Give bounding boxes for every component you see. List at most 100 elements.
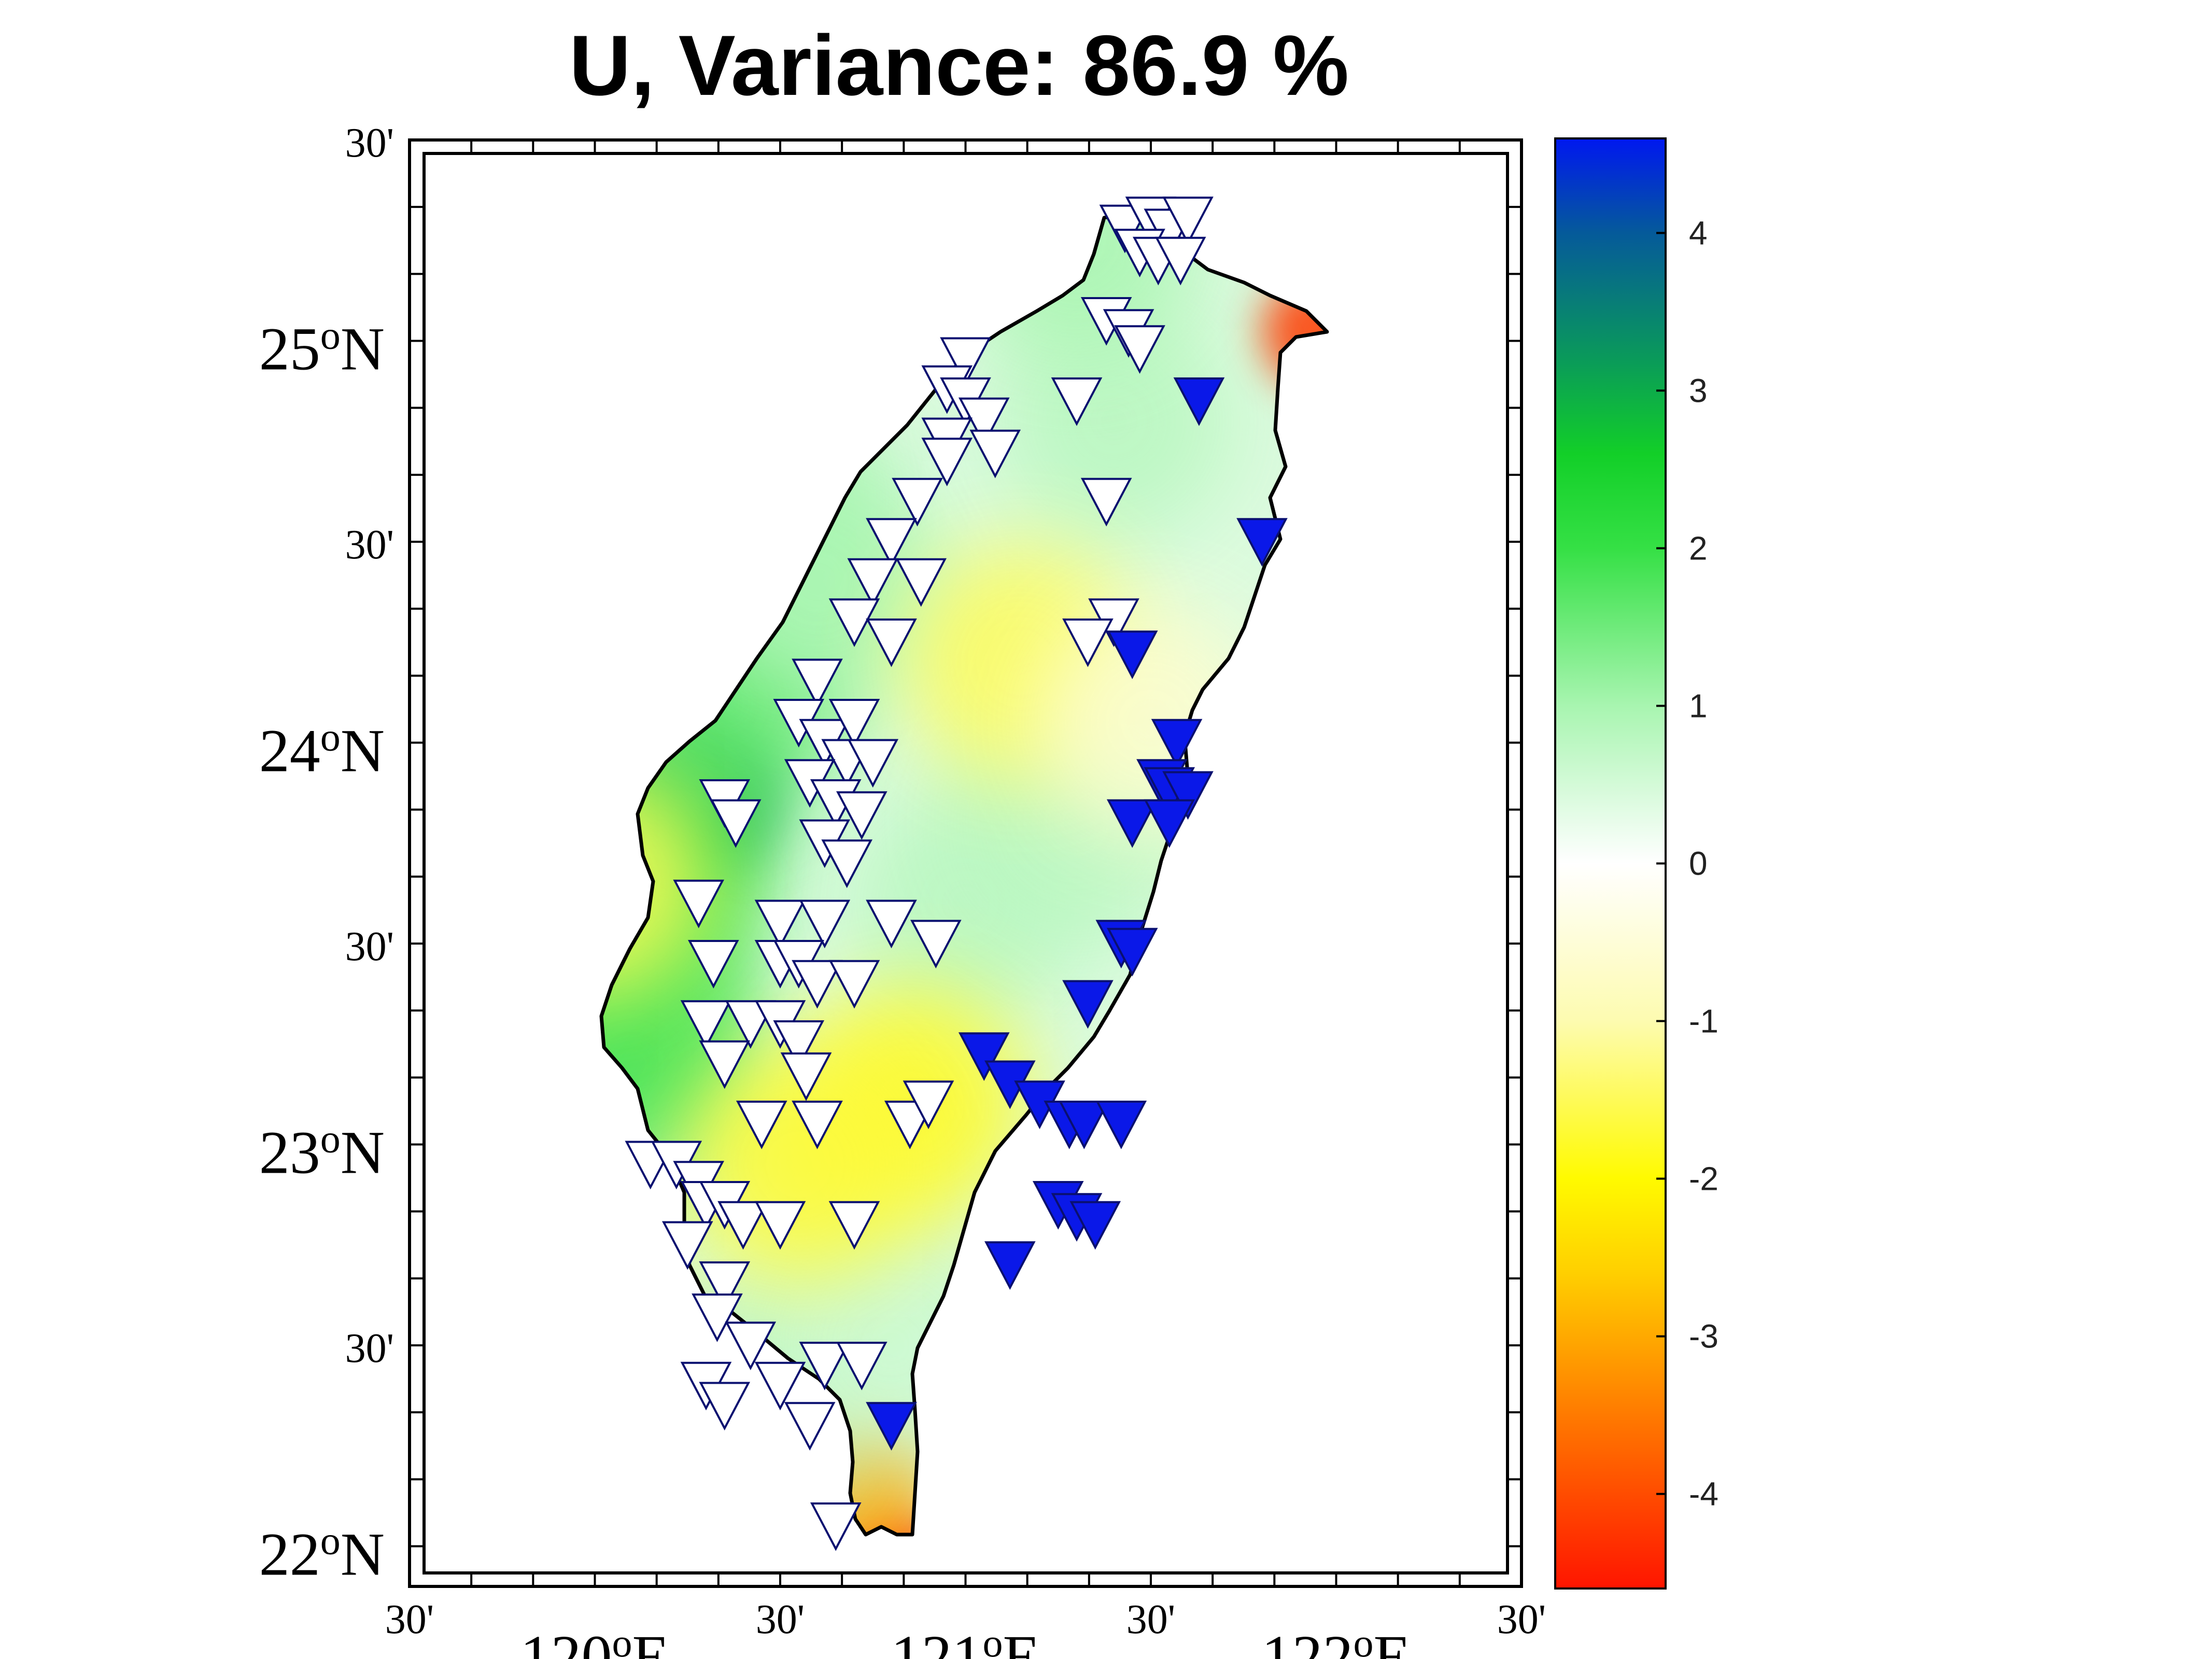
field-hotspot <box>994 302 1233 541</box>
station-open <box>836 791 887 840</box>
station-open <box>1162 196 1214 245</box>
station-open <box>692 1294 743 1342</box>
station-open <box>799 1342 851 1390</box>
station-open <box>673 879 725 929</box>
station-open <box>780 1052 832 1101</box>
station-filled <box>1095 1101 1147 1149</box>
lat-degree-label: 25oN <box>259 313 385 383</box>
station-open <box>847 558 899 607</box>
colorbar-tick-label: -2 <box>1689 1160 1718 1198</box>
station-filled <box>958 1032 1010 1081</box>
station-open <box>1154 236 1206 286</box>
station-open <box>866 518 917 567</box>
station-open <box>821 839 873 888</box>
station-open <box>1062 618 1114 667</box>
station-open <box>699 1261 751 1310</box>
station-open <box>799 899 851 949</box>
taiwan-coastline <box>599 210 1329 1537</box>
colorbar: 4 3 2 1 0 -1 -2 -3 -4 <box>1554 137 1718 1590</box>
station-open <box>810 1502 862 1551</box>
station-filled <box>1144 799 1195 848</box>
station-open <box>717 1201 769 1250</box>
station-open <box>1114 325 1165 374</box>
station-open <box>792 960 843 1009</box>
station-filled <box>1062 980 1114 1029</box>
lon-degree-label: 122oE <box>1261 1620 1411 1659</box>
colorbar-tick-label: -4 <box>1689 1475 1718 1513</box>
lon-minute-label: 30' <box>385 1597 434 1642</box>
station-open <box>792 1101 843 1149</box>
station-filled <box>1058 1101 1110 1149</box>
station-open <box>710 799 762 848</box>
station-open <box>892 477 943 527</box>
gps-stations <box>625 196 1288 1551</box>
colorbar-ticks: 4 3 2 1 0 -1 -2 -3 -4 <box>1656 214 1718 1513</box>
station-open <box>725 1321 777 1370</box>
station-filled <box>1173 377 1225 426</box>
station-filled <box>1151 719 1203 768</box>
lat-minute-label: 30' <box>345 924 394 969</box>
station-filled <box>1106 630 1158 679</box>
station-open <box>754 899 806 949</box>
station-open <box>828 598 880 647</box>
station-open <box>699 1382 751 1431</box>
colorbar-tick-label: -1 <box>1689 1003 1718 1040</box>
station-open <box>736 1101 787 1149</box>
frame-ticks <box>408 139 1523 1586</box>
station-filled <box>1069 1201 1121 1250</box>
station-open <box>828 960 880 1009</box>
colorbar-tick-label: -3 <box>1689 1318 1718 1355</box>
colorbar-tick-label: 2 <box>1689 529 1708 567</box>
lon-degree-label: 121oE <box>891 1620 1040 1659</box>
colorbar-tick-label: 4 <box>1689 214 1708 251</box>
station-filled <box>1106 799 1158 848</box>
station-open <box>699 1040 751 1089</box>
lon-minute-label: 30' <box>756 1597 805 1642</box>
station-filled <box>1236 518 1288 567</box>
station-open <box>940 337 991 386</box>
lon-minute-label: 30' <box>1126 1597 1175 1642</box>
station-filled <box>1106 927 1158 977</box>
station-open <box>921 438 973 486</box>
colorbar-gradient <box>1554 137 1667 1590</box>
station-open <box>661 1221 713 1270</box>
lat-degree-label: 23oN <box>259 1116 385 1187</box>
station-open <box>895 558 947 607</box>
lat-minute-label: 30' <box>345 120 394 166</box>
lat-degree-label: 24oN <box>259 714 385 785</box>
station-open <box>687 940 739 989</box>
station-filled <box>1162 771 1214 820</box>
station-open <box>903 1080 954 1129</box>
station-filled <box>866 1402 917 1451</box>
lat-degree-label: 22oN <box>259 1518 385 1588</box>
lon-degree-label: 120oE <box>520 1620 669 1659</box>
station-filled <box>984 1241 1036 1290</box>
station-open <box>969 429 1021 479</box>
station-open <box>680 1000 732 1049</box>
station-open <box>866 899 917 949</box>
field-hotspot <box>601 764 714 1003</box>
station-open <box>754 1361 806 1411</box>
longitude-labels: 30' 120oE 30' 121oE 30' 122oE 30' <box>385 1597 1546 1659</box>
station-open <box>754 1201 806 1250</box>
colorbar-tick-label: 1 <box>1689 687 1708 724</box>
station-open <box>866 618 917 667</box>
map-title: U, Variance: 86.9 % <box>569 18 1349 113</box>
colorbar-tick-label: 3 <box>1689 372 1708 409</box>
lon-minute-label: 30' <box>1497 1597 1546 1642</box>
station-open <box>847 739 899 788</box>
station-open <box>773 1020 825 1069</box>
station-open <box>958 397 1010 446</box>
colorbar-tick-label: 0 <box>1689 845 1708 882</box>
lat-minute-label: 30' <box>345 1326 394 1371</box>
latitude-labels: 30' 25oN 30' 24oN 30' 23oN 30' 22oN <box>259 120 394 1588</box>
station-open <box>836 1342 887 1390</box>
station-open <box>1051 377 1103 426</box>
station-open <box>792 658 843 708</box>
station-open <box>910 920 962 968</box>
station-open <box>828 699 880 748</box>
station-open <box>784 1402 836 1451</box>
lat-minute-label: 30' <box>345 522 394 568</box>
station-open <box>1080 477 1132 527</box>
